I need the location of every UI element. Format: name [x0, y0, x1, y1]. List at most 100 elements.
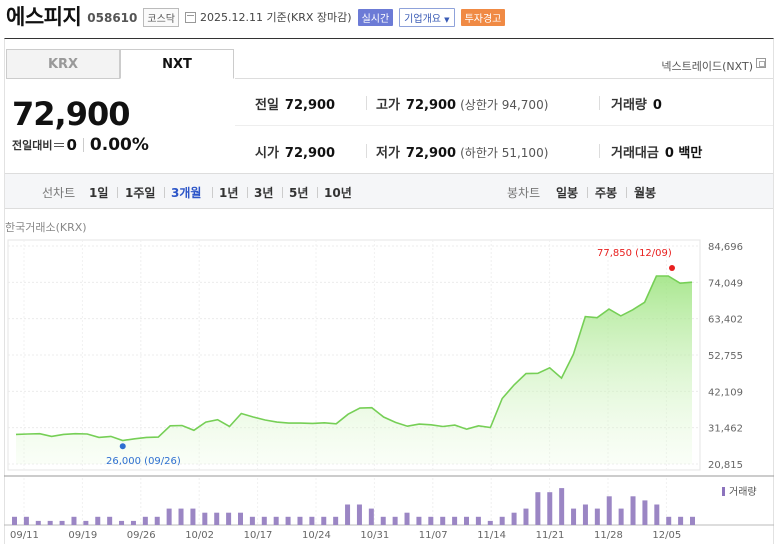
tab-krx[interactable]: KRX	[6, 49, 120, 79]
candle-weekly[interactable]: 주봉	[595, 186, 618, 200]
period-10y[interactable]: 10년	[324, 186, 352, 200]
tab-nxt[interactable]: NXT	[120, 49, 234, 79]
candle-daily[interactable]: 일봉	[556, 186, 579, 200]
period-3m[interactable]: 3개월	[171, 186, 202, 200]
volume-bar	[166, 508, 172, 525]
divider	[599, 96, 600, 110]
volume-bar	[356, 504, 362, 525]
period-5y[interactable]: 5년	[289, 186, 309, 200]
data-source-label: 한국거래소(KRX)	[5, 221, 87, 234]
y-tick-label: 84,696	[708, 242, 743, 253]
stock-code: 058610	[87, 10, 138, 25]
exchange-tabs: KRX NXT	[6, 49, 234, 79]
price-area	[16, 276, 692, 464]
volume-bar	[214, 512, 220, 525]
divider	[117, 187, 118, 198]
volume-bar	[368, 508, 374, 525]
stock-header: 에스피지 058610 코스닥 2025.12.11 기준(KRX 장마감) 실…	[0, 0, 775, 32]
x-tick-label: 09/19	[68, 530, 97, 541]
volume-bar	[249, 516, 255, 525]
volume-bar	[511, 512, 517, 525]
price-line	[15, 275, 693, 442]
volume-bar	[178, 508, 184, 525]
x-tick-label: 11/14	[477, 530, 506, 541]
volume-bar	[273, 516, 279, 525]
volume-value: 0	[652, 98, 662, 113]
volume-bar	[440, 516, 446, 525]
calendar-icon	[185, 11, 196, 23]
volume-bar	[345, 504, 351, 525]
current-price: 72,900	[12, 95, 130, 133]
volume-bar	[23, 516, 29, 525]
x-tick-label: 10/31	[360, 530, 389, 541]
amount-label: 거래대금	[611, 146, 659, 161]
divider	[247, 187, 248, 198]
volume-bar	[666, 516, 672, 525]
stock-name: 에스피지	[6, 5, 82, 29]
volume-bar	[464, 516, 469, 525]
x-tick-label: 11/21	[536, 530, 565, 541]
divider	[282, 187, 283, 198]
volume-bar	[392, 516, 398, 525]
amount-value: 0 백만	[664, 146, 703, 161]
volume-bar	[642, 500, 648, 525]
prev-close: 전일 72,900	[255, 94, 335, 113]
volume-bar	[475, 516, 481, 525]
volume-bar	[547, 492, 553, 525]
volume-bar	[83, 520, 89, 525]
period-1w[interactable]: 1주일	[125, 186, 156, 200]
open-value: 72,900	[284, 146, 336, 161]
tab-divider	[235, 78, 773, 79]
prev-close-label: 전일	[255, 98, 279, 113]
divider	[82, 138, 84, 152]
volume-bar	[452, 516, 458, 525]
low-value: 72,900	[405, 146, 457, 161]
quote-date: 2025.12.11 기준(KRX 장마감)	[200, 11, 352, 24]
volume-bar	[559, 488, 565, 525]
volume-bar	[654, 504, 660, 525]
y-tick-label: 31,462	[708, 424, 743, 435]
divider	[317, 187, 318, 198]
volume-legend-swatch	[722, 487, 725, 496]
volume-bar	[523, 508, 529, 525]
volume-bar	[107, 516, 113, 525]
period-3y[interactable]: 3년	[254, 186, 274, 200]
volume-bar	[285, 516, 291, 525]
x-tick-label: 09/11	[10, 530, 39, 541]
divider	[164, 187, 165, 198]
x-tick-label: 10/02	[185, 530, 214, 541]
high-value: 72,900	[405, 98, 457, 113]
divider	[366, 96, 367, 110]
volume-bar	[404, 512, 410, 525]
day-high: 고가 72,900 (상한가 94,700)	[376, 94, 548, 113]
candle-monthly[interactable]: 월봉	[634, 186, 657, 200]
high-label: 고가	[376, 98, 400, 113]
upper-limit: (상한가 94,700)	[460, 98, 549, 112]
volume-bar	[499, 516, 505, 525]
volume-bar	[630, 496, 636, 525]
company-info-button[interactable]: 기업개요 ▼	[399, 7, 455, 27]
candle-chart-label: 봉차트	[507, 186, 541, 200]
volume-bar	[321, 516, 327, 525]
volume-bar	[606, 496, 612, 525]
volume-bar	[428, 516, 434, 525]
x-tick-label: 10/17	[244, 530, 273, 541]
popup-icon[interactable]	[756, 58, 766, 68]
divider	[366, 144, 367, 158]
realtime-button[interactable]: 실시간	[357, 8, 394, 26]
volume-bar	[333, 516, 339, 525]
investment-warning-badge[interactable]: 투자경고	[460, 8, 506, 26]
y-tick-label: 74,049	[708, 278, 743, 289]
period-1y[interactable]: 1년	[219, 186, 239, 200]
change-value: 0	[66, 136, 77, 154]
prev-close-value: 72,900	[284, 98, 336, 113]
price-change: 전일대비 0 0.00%	[12, 135, 149, 155]
volume-label: 거래량	[611, 98, 647, 113]
volume-bar	[582, 504, 588, 525]
volume-bar	[690, 516, 695, 525]
min-annotation: 26,000 (09/26)	[106, 456, 181, 467]
max-annotation: 77,850 (12/09)	[597, 248, 672, 259]
period-1d[interactable]: 1일	[89, 186, 109, 200]
lower-limit: (하한가 51,100)	[460, 146, 549, 160]
